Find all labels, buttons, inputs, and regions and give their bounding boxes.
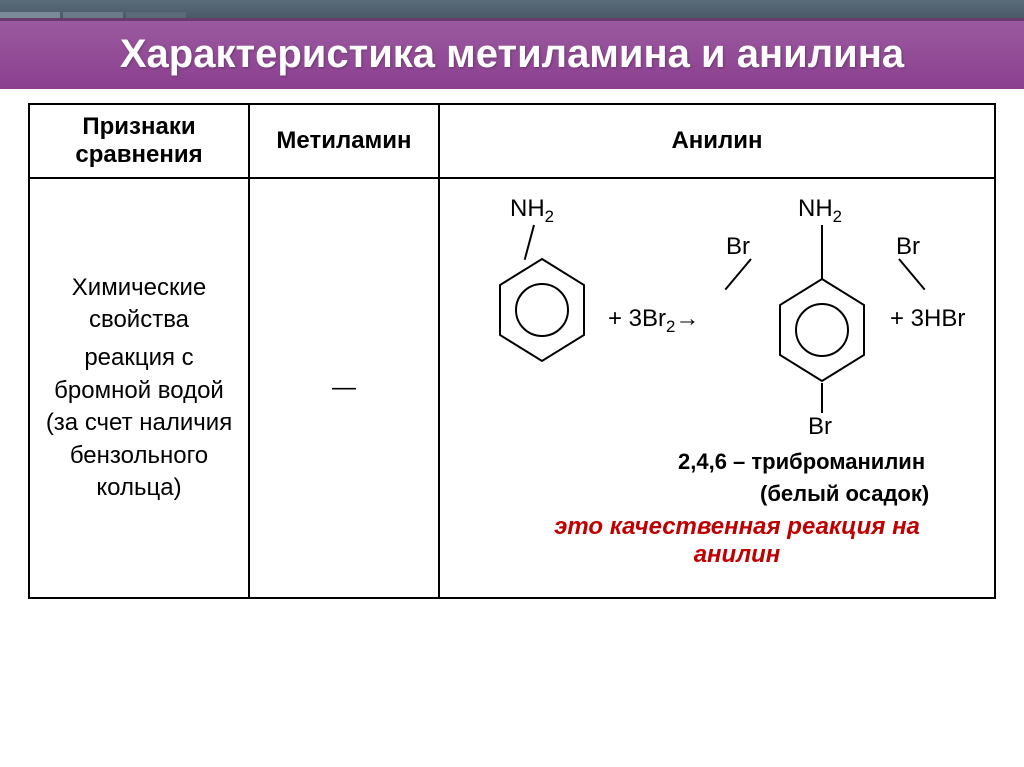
comparison-table: Признаки сравнения Метиламин Анилин Хими… (28, 103, 996, 599)
property-line1: Химические свойства (40, 272, 238, 337)
top-accent-bar (0, 0, 1024, 18)
benzene-left-icon (494, 255, 590, 365)
bond-br-para (821, 383, 823, 413)
product-note: (белый осадок) (760, 481, 929, 507)
header-col1: Признаки сравнения (29, 104, 249, 178)
bond-nh2-right (821, 225, 823, 279)
bond-br-left (725, 258, 752, 290)
header-col3: Анилин (439, 104, 995, 178)
slide-title: Характеристика метиламина и анилина (20, 31, 1004, 77)
br-left-label: Br (726, 233, 750, 261)
benzene-right-icon (774, 275, 870, 385)
aniline-cell: NH2 + 3Br2→ NH2 (439, 178, 995, 598)
property-line2: реакция с бромной водой (за счет наличия… (46, 344, 232, 501)
plus-3hbr-label: + 3HBr (890, 305, 965, 333)
br-para-label: Br (808, 413, 832, 441)
title-band: Характеристика метиламина и анилина (0, 18, 1024, 89)
plus-3br2-label: + 3Br2→ (608, 305, 699, 337)
product-name: 2,4,6 – триброманилин (678, 449, 925, 475)
table-header-row: Признаки сравнения Метиламин Анилин (29, 104, 995, 178)
header-col2: Метиламин (249, 104, 439, 178)
br-right-label: Br (896, 233, 920, 261)
reaction-diagram: NH2 + 3Br2→ NH2 (450, 187, 984, 589)
qualitative-reaction: это качественная реакция на анилин (510, 513, 964, 569)
bond-br-right (898, 258, 925, 290)
table-row: Химические свойства реакция с бромной во… (29, 178, 995, 598)
content-area: Признаки сравнения Метиламин Анилин Хими… (0, 89, 1024, 599)
nh2-right-label: NH2 (798, 195, 842, 227)
methylamine-cell: — (249, 178, 439, 598)
property-cell: Химические свойства реакция с бромной во… (29, 178, 249, 598)
nh2-left-label: NH2 (510, 195, 554, 227)
